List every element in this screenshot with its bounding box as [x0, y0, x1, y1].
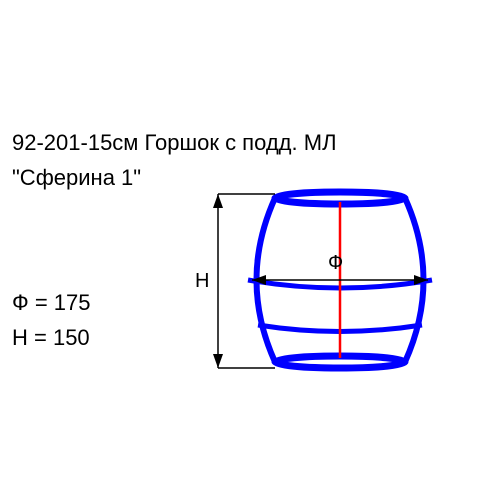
pot-diagram — [0, 0, 500, 500]
dim-h-arrow-top — [213, 194, 223, 208]
dim-phi-label: Ф — [328, 252, 343, 275]
dim-h-label: H — [195, 270, 209, 293]
dim-h-arrow-bottom — [213, 354, 223, 368]
